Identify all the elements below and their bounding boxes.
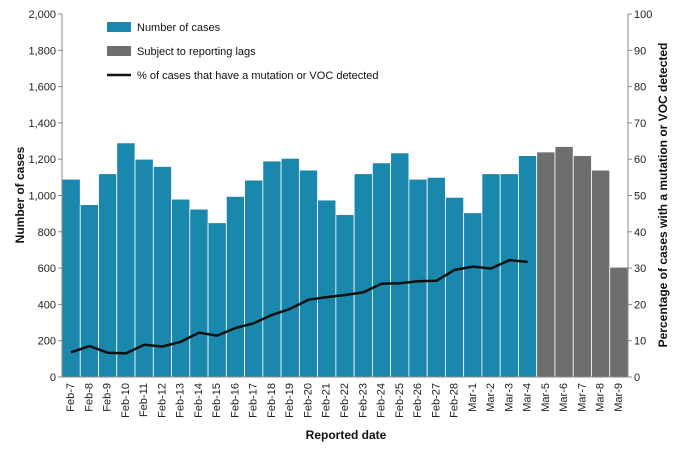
bar-cases-Feb-24 bbox=[371, 162, 392, 378]
y2-tick-label: 0 bbox=[634, 372, 640, 384]
y-tick-label: 400 bbox=[38, 299, 56, 311]
bar-cases-Mar-1 bbox=[463, 212, 483, 378]
bar-cases-Feb-9 bbox=[98, 173, 118, 378]
bar-cases-Feb-18 bbox=[262, 160, 282, 378]
y2-tick-label: 70 bbox=[634, 118, 646, 130]
x-tick-label: Mar-7 bbox=[576, 383, 588, 412]
y-tick-label: 0 bbox=[50, 372, 56, 384]
bar-lag-Mar-6 bbox=[554, 146, 574, 378]
bars bbox=[61, 142, 629, 378]
bar-cases-Mar-2 bbox=[481, 173, 501, 378]
y2-tick-label: 10 bbox=[634, 336, 646, 348]
x-tick-label: Feb-20 bbox=[302, 383, 314, 418]
y2-tick-label: 20 bbox=[634, 299, 646, 311]
x-axis-title: Reported date bbox=[306, 428, 387, 442]
x-tick-label: Feb-17 bbox=[248, 383, 260, 418]
bar-cases-Feb-21 bbox=[317, 199, 337, 378]
bar-lag-Mar-5 bbox=[536, 151, 556, 378]
bar-lag-Mar-8 bbox=[591, 169, 611, 378]
bar-cases-Feb-16 bbox=[225, 196, 245, 378]
x-tick-label: Feb-22 bbox=[339, 383, 351, 418]
x-tick-label: Feb-12 bbox=[156, 383, 168, 418]
y2-tick-label: 100 bbox=[634, 9, 652, 21]
x-tick-label: Feb-23 bbox=[357, 383, 369, 418]
bar-cases-Feb-25 bbox=[390, 152, 410, 378]
y2-tick-label: 40 bbox=[634, 227, 646, 239]
x-tick-label: Feb-10 bbox=[120, 383, 132, 418]
bar-lag-Mar-9 bbox=[609, 266, 629, 378]
legend-label: Number of cases bbox=[137, 22, 221, 34]
y2-tick-label: 90 bbox=[634, 45, 646, 57]
y2-axis-title: Percentage of cases with a mutation or V… bbox=[656, 43, 670, 348]
axes bbox=[58, 13, 632, 378]
y-tick-label: 800 bbox=[38, 227, 56, 239]
x-tick-label: Feb-14 bbox=[193, 383, 205, 418]
x-tick-label: Feb-21 bbox=[321, 383, 333, 418]
y-tick-label: 1,400 bbox=[28, 118, 56, 130]
x-tick-label: Feb-15 bbox=[211, 383, 223, 418]
x-tick-label: Mar-8 bbox=[595, 383, 607, 412]
y-tick-label: 600 bbox=[38, 263, 56, 275]
y-tick-label: 1,600 bbox=[28, 82, 56, 94]
bar-cases-Feb-23 bbox=[353, 173, 373, 378]
bar-cases-Feb-28 bbox=[445, 196, 465, 378]
y-axis-title: Number of cases bbox=[13, 146, 27, 243]
x-tick-label: Feb-19 bbox=[284, 383, 296, 418]
tick-labels: 02004006008001,0001,2001,4001,6001,8002,… bbox=[28, 9, 652, 418]
x-tick-label: Feb-28 bbox=[449, 383, 461, 418]
y-tick-label: 2,000 bbox=[28, 9, 56, 21]
bar-cases-Feb-15 bbox=[207, 222, 227, 378]
x-tick-label: Feb-26 bbox=[412, 383, 424, 418]
y2-tick-label: 60 bbox=[634, 154, 646, 166]
bar-cases-Feb-7 bbox=[61, 178, 81, 378]
bar-cases-Feb-26 bbox=[408, 178, 428, 378]
x-tick-label: Feb-7 bbox=[65, 383, 77, 412]
x-tick-label: Mar-1 bbox=[467, 383, 479, 412]
bar-cases-Mar-4 bbox=[518, 155, 538, 378]
legend-label: Subject to reporting lags bbox=[137, 46, 256, 58]
bar-cases-Feb-14 bbox=[189, 208, 209, 378]
legend-label: % of cases that have a mutation or VOC d… bbox=[137, 70, 379, 82]
bar-cases-Feb-10 bbox=[116, 142, 136, 378]
line-series bbox=[70, 258, 528, 355]
x-tick-label: Feb-16 bbox=[229, 383, 241, 418]
x-tick-label: Mar-6 bbox=[558, 383, 570, 412]
legend-swatch bbox=[107, 22, 131, 32]
x-tick-label: Mar-2 bbox=[485, 383, 497, 412]
bar-lag-Mar-7 bbox=[572, 155, 592, 378]
mutation-percentage-line bbox=[70, 258, 528, 355]
y2-tick-label: 30 bbox=[634, 263, 646, 275]
bar-cases-Feb-8 bbox=[79, 204, 99, 378]
y-tick-label: 1,000 bbox=[28, 191, 56, 203]
y-tick-label: 200 bbox=[38, 336, 56, 348]
x-tick-label: Mar-5 bbox=[540, 383, 552, 412]
x-tick-label: Feb-24 bbox=[376, 383, 388, 418]
legend: Number of cases Subject to reporting lags… bbox=[107, 22, 379, 82]
bar-cases-Feb-13 bbox=[171, 198, 191, 378]
y2-tick-label: 80 bbox=[634, 82, 646, 94]
x-tick-label: Feb-18 bbox=[266, 383, 278, 418]
y-tick-label: 1,800 bbox=[28, 45, 56, 57]
legend-swatch bbox=[107, 46, 131, 56]
x-tick-label: Mar-3 bbox=[503, 383, 515, 412]
x-tick-label: Feb-9 bbox=[102, 383, 114, 412]
bar-cases-Feb-19 bbox=[280, 157, 300, 378]
bar-cases-Feb-17 bbox=[244, 179, 264, 378]
x-tick-label: Feb-11 bbox=[138, 383, 150, 417]
x-tick-label: Feb-27 bbox=[430, 383, 442, 418]
x-tick-label: Feb-25 bbox=[394, 383, 406, 418]
bar-cases-Mar-3 bbox=[499, 173, 519, 378]
x-tick-label: Feb-8 bbox=[83, 383, 95, 412]
x-tick-label: Feb-13 bbox=[175, 383, 187, 418]
y2-tick-label: 50 bbox=[634, 191, 646, 203]
x-tick-label: Mar-4 bbox=[522, 383, 534, 412]
x-tick-label: Mar-9 bbox=[613, 383, 625, 412]
y-tick-label: 1,200 bbox=[28, 154, 56, 166]
bar-cases-Feb-20 bbox=[298, 169, 319, 378]
